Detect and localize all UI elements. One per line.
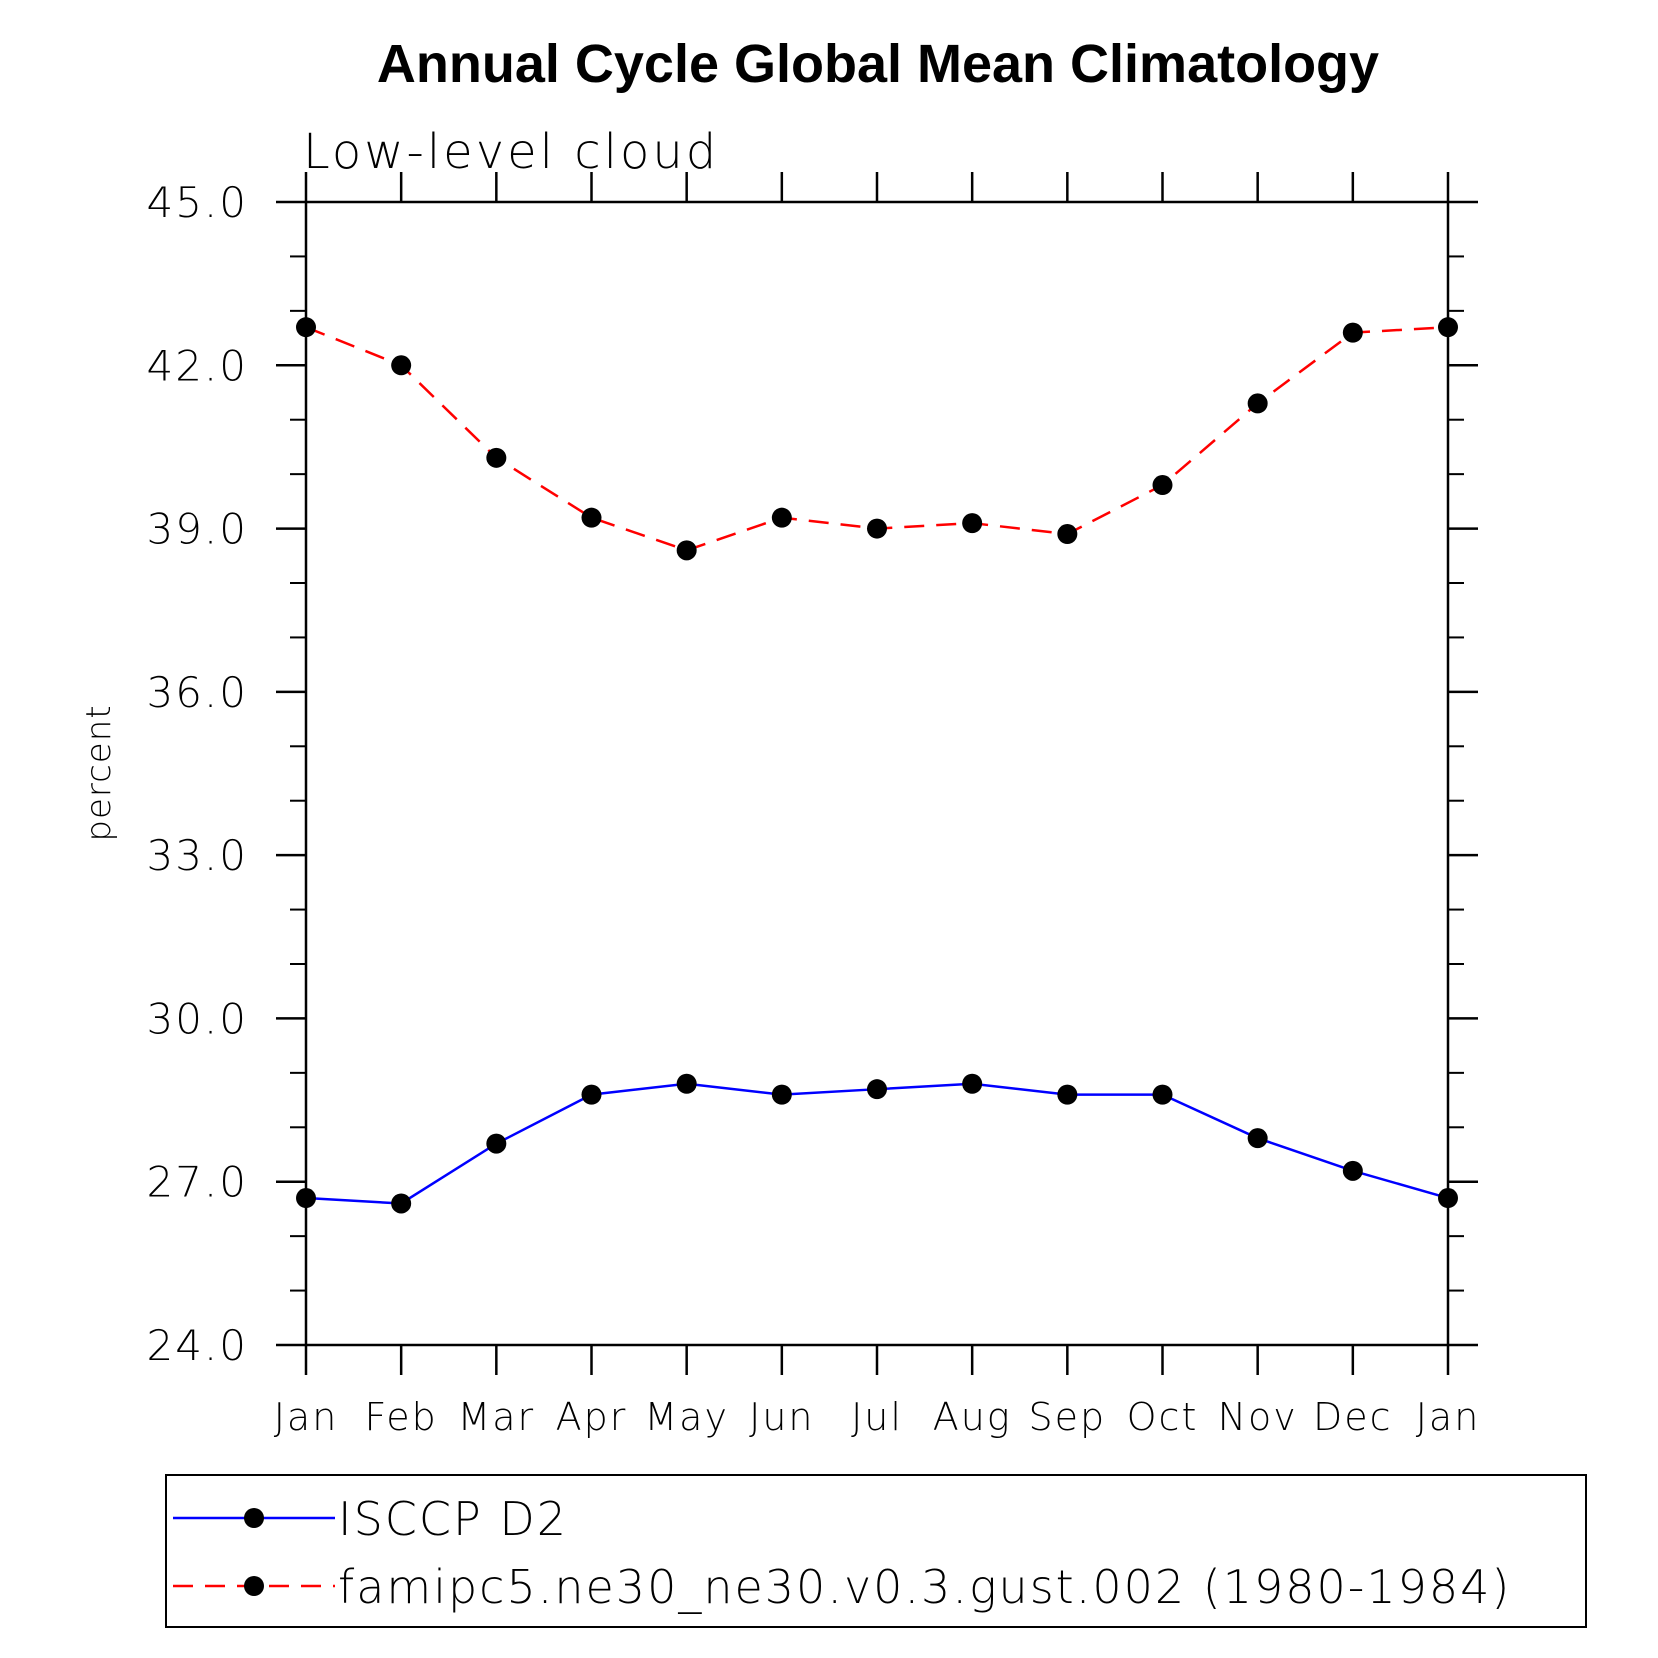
x-tick-label: Dec [1313, 1395, 1393, 1439]
x-tick-label: Jan [274, 1395, 339, 1439]
y-tick-label: 42.0 [146, 341, 248, 390]
y-tick-label: 33.0 [146, 831, 248, 880]
x-tick-label: Jul [851, 1395, 903, 1439]
data-point [581, 507, 602, 528]
data-point [1057, 524, 1078, 545]
series-line-1 [305, 325, 1449, 552]
data-point [962, 513, 983, 534]
x-tick-label: Mar [457, 1395, 535, 1439]
x-tick-label: Aug [933, 1395, 1012, 1439]
data-point [1247, 1128, 1268, 1149]
data-point [1438, 317, 1458, 338]
data-point [676, 540, 697, 561]
data-point [1152, 475, 1173, 496]
data-point [1342, 322, 1363, 343]
x-tick-label: Feb [365, 1395, 438, 1439]
y-axis-label: percent [79, 704, 119, 841]
x-tick-label: Nov [1218, 1395, 1298, 1439]
y-tick-label: 39.0 [146, 505, 248, 554]
legend-marker-isccp [244, 1508, 264, 1528]
axes: 24.0 27.0 30.0 33.0 36.0 39.0 42.0 45.0 Jan Feb Ma… [146, 172, 1481, 1439]
x-tick-label: Jun [749, 1395, 814, 1439]
x-tick-label: May [644, 1395, 729, 1439]
x-tick-label: Jan [1416, 1395, 1481, 1439]
data-point [391, 1193, 412, 1214]
data-point [296, 317, 316, 338]
data-point [1057, 1084, 1078, 1105]
data-point [1438, 1188, 1458, 1209]
y-tick-label: 24.0 [146, 1321, 248, 1370]
legend-label-model: famipc5.ne30_ne30.v0.3.gust.002 (1980-19… [338, 1560, 1511, 1614]
x-tick-label: Sep [1029, 1395, 1107, 1439]
chart-title: Annual Cycle Global Mean Climatology [377, 34, 1379, 94]
series-line-0 [305, 1082, 1449, 1205]
data-point [1152, 1084, 1173, 1105]
data-point [867, 1079, 887, 1100]
legend-box [165, 1474, 1587, 1628]
data-point [581, 1084, 602, 1105]
series-layer [296, 317, 1458, 1214]
x-tick-label: Apr [556, 1395, 628, 1439]
y-tick-label: 36.0 [146, 668, 248, 717]
chart-subtitle: Low-level cloud [303, 124, 719, 180]
data-point [486, 1133, 507, 1154]
y-tick-label: 45.0 [146, 178, 248, 227]
x-tick-label: Oct [1127, 1395, 1199, 1439]
data-point [962, 1073, 983, 1094]
legend-label-isccp: ISCCP D2 [338, 1492, 568, 1546]
data-point [771, 1084, 792, 1105]
data-point [1247, 393, 1268, 414]
data-point [676, 1073, 697, 1094]
data-point [296, 1188, 316, 1209]
data-point [771, 507, 792, 528]
plot-frame [304, 200, 1450, 1347]
legend-marker-model [244, 1576, 264, 1596]
data-point [486, 447, 507, 468]
y-tick-label: 30.0 [146, 994, 248, 1043]
legend: ISCCP D2 famipc5.ne30_ne30.v0.3.gust.002… [165, 1474, 1587, 1628]
data-point [391, 355, 412, 376]
data-point [1342, 1160, 1363, 1181]
y-tick-label: 27.0 [146, 1158, 248, 1207]
data-point [867, 518, 887, 539]
